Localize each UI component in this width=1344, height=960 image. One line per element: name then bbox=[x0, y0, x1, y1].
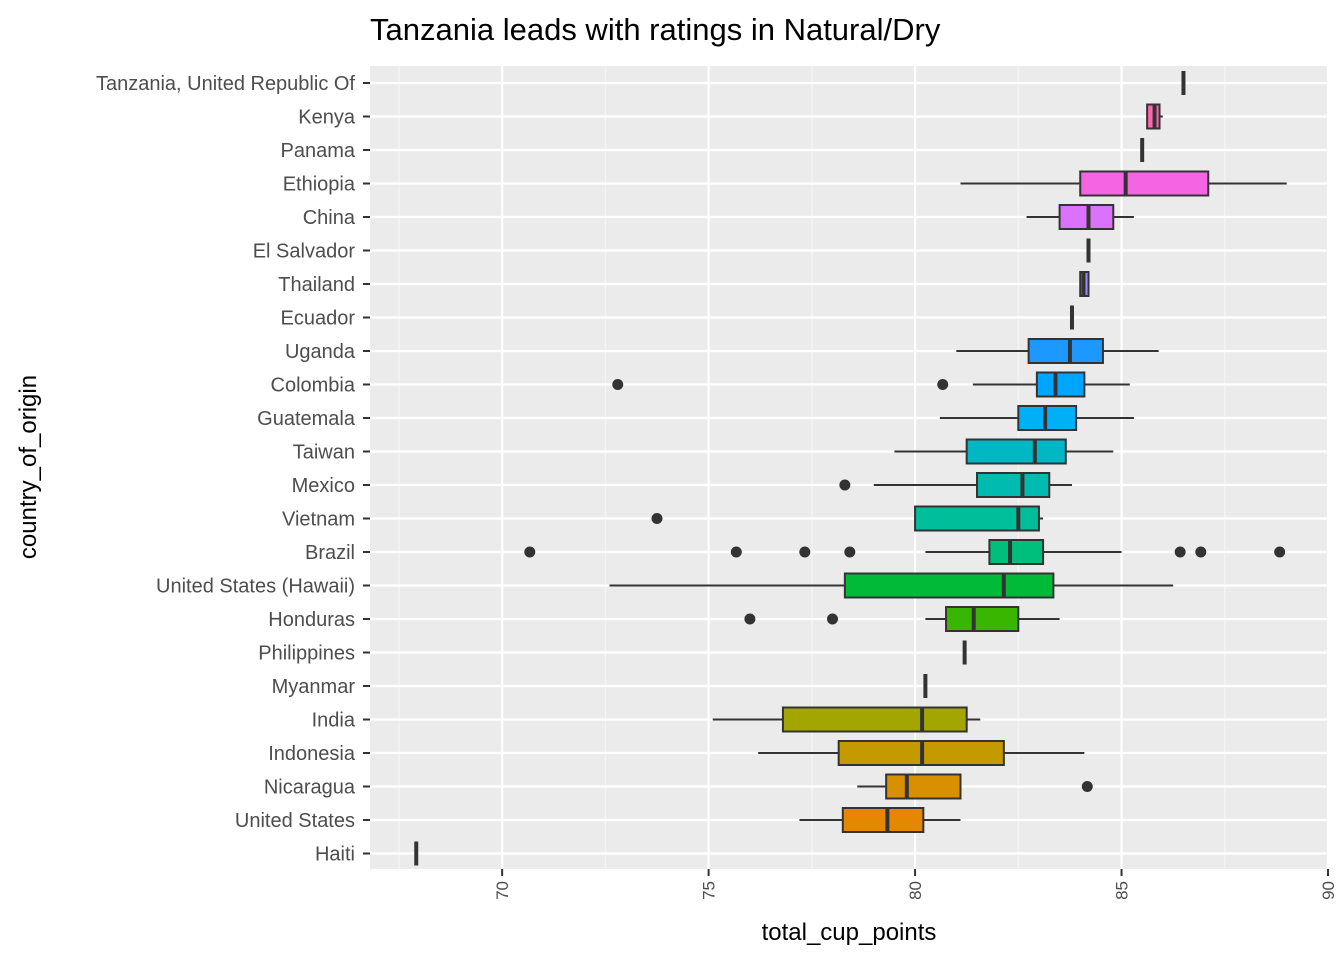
box-kenya bbox=[1146, 103, 1163, 130]
box-vietnam bbox=[651, 505, 1044, 532]
y-tick-label: Indonesia bbox=[268, 743, 356, 765]
outlier-point bbox=[612, 379, 624, 390]
box-ethiopia bbox=[960, 170, 1287, 197]
x-tick-label: 70 bbox=[493, 881, 512, 900]
x-tick-label: 85 bbox=[1113, 881, 1132, 900]
iqr-box bbox=[1058, 204, 1115, 230]
y-tick-label: Taiwan bbox=[293, 442, 355, 464]
x-tick-label: 75 bbox=[700, 881, 719, 900]
iqr-box bbox=[1035, 371, 1086, 398]
y-tick-label: Myanmar bbox=[272, 676, 356, 698]
outlier-point bbox=[1274, 546, 1286, 558]
y-tick-label: Vietnam bbox=[282, 509, 355, 531]
y-tick-label: Brazil bbox=[305, 542, 355, 564]
x-tick-label: 90 bbox=[1319, 881, 1338, 900]
y-tick-label: Tanzania, United Republic Of bbox=[96, 73, 355, 95]
iqr-box bbox=[914, 505, 1040, 532]
iqr-box bbox=[976, 472, 1051, 498]
y-tick-label: Uganda bbox=[285, 341, 356, 363]
y-axis-title: country_of_origin bbox=[15, 375, 42, 559]
y-tick-label: Honduras bbox=[268, 609, 355, 631]
iqr-box bbox=[841, 807, 925, 833]
box-brazil bbox=[524, 539, 1286, 565]
outlier-point bbox=[839, 479, 851, 491]
chart-title: Tanzania leads with ratings in Natural/D… bbox=[370, 12, 941, 47]
y-tick-label: Ethiopia bbox=[283, 174, 356, 196]
plot-panel bbox=[370, 66, 1328, 869]
iqr-box bbox=[1017, 405, 1078, 431]
box-layer bbox=[414, 71, 1287, 866]
outlier-point bbox=[844, 546, 856, 558]
x-axis-title: total_cup_points bbox=[762, 919, 937, 946]
outlier-point bbox=[651, 513, 663, 524]
y-tick-label: Ecuador bbox=[281, 308, 356, 330]
box-guatemala bbox=[939, 405, 1134, 431]
y-tick-label: Haiti bbox=[315, 844, 355, 866]
iqr-box bbox=[945, 606, 1020, 632]
y-tick-label: Kenya bbox=[298, 107, 356, 129]
outlier-point bbox=[937, 379, 949, 390]
y-tick-label: Nicaragua bbox=[264, 777, 356, 799]
y-tick-label: United States bbox=[235, 810, 355, 832]
outlier-point bbox=[744, 613, 756, 625]
box-indonesia bbox=[758, 740, 1085, 766]
y-tick-label: Panama bbox=[281, 140, 356, 162]
iqr-box bbox=[1027, 338, 1104, 364]
box-united-states bbox=[799, 807, 961, 833]
box-taiwan bbox=[894, 438, 1114, 465]
y-tick-label: Thailand bbox=[278, 274, 355, 296]
y-tick-label: Philippines bbox=[258, 643, 355, 665]
iqr-box bbox=[843, 572, 1055, 599]
box-uganda bbox=[956, 338, 1159, 364]
x-tick-label: 80 bbox=[906, 881, 925, 900]
y-tick-label: India bbox=[312, 710, 356, 732]
iqr-box bbox=[781, 706, 968, 733]
outlier-point bbox=[1081, 781, 1093, 792]
iqr-box bbox=[1079, 170, 1210, 197]
x-axis: 70 75 80 85 90 bbox=[493, 869, 1338, 900]
box-united-states-hawaii- bbox=[609, 572, 1174, 599]
box-nicaragua bbox=[857, 773, 1093, 800]
outlier-point bbox=[799, 546, 811, 558]
y-tick-label: China bbox=[303, 207, 356, 229]
outlier-point bbox=[730, 546, 742, 558]
box-thailand bbox=[1079, 271, 1090, 297]
box-honduras bbox=[744, 606, 1060, 632]
box-india bbox=[712, 706, 981, 733]
iqr-box bbox=[885, 773, 962, 800]
box-china bbox=[1026, 204, 1134, 230]
y-tick-label: Guatemala bbox=[257, 408, 356, 430]
iqr-box bbox=[965, 438, 1067, 465]
outlier-point bbox=[524, 546, 536, 558]
outlier-point bbox=[1174, 546, 1186, 558]
iqr-box bbox=[988, 539, 1045, 565]
y-tick-label: El Salvador bbox=[253, 241, 356, 263]
box-mexico bbox=[839, 472, 1072, 498]
outlier-point bbox=[1195, 546, 1207, 558]
y-tick-label: Colombia bbox=[271, 375, 356, 397]
outlier-point bbox=[826, 613, 838, 625]
y-axis: Tanzania, United Republic Of Kenya Panama E… bbox=[96, 73, 370, 866]
y-tick-label: United States (Hawaii) bbox=[156, 576, 355, 598]
y-tick-label: Mexico bbox=[292, 475, 355, 497]
box-colombia bbox=[612, 371, 1130, 398]
